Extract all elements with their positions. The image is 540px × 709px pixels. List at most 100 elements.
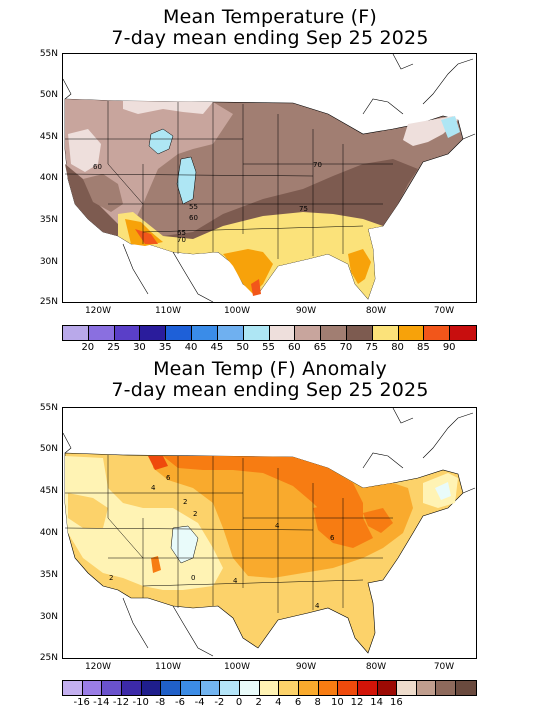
map2-colorbar-label: -4	[194, 697, 205, 708]
map1-colorbar-label: 65	[313, 342, 327, 353]
map2-colorbar-label: 12	[350, 697, 364, 708]
map2-colorbar-swatch	[456, 681, 476, 695]
map2-frame: 6 4 2 4 6 0 2 4 4 2	[62, 407, 477, 659]
map1-colorbar	[62, 325, 477, 341]
map1-colorbar-swatch	[63, 326, 89, 340]
map2-colorbar-swatch	[141, 681, 162, 695]
map2-lat-label: 30N	[39, 612, 58, 622]
map2-colorbar-label: -8	[155, 697, 166, 708]
map2-title-line2: 7-day mean ending Sep 25 2025	[111, 379, 429, 401]
map2-state-borders	[64, 455, 393, 613]
map1-canvas: 60 70 75 55 60 65 70	[63, 54, 476, 302]
map2-colorbar-label: -16	[73, 697, 90, 708]
map1-contour-label: 75	[299, 205, 308, 213]
map2-colorbar-swatch	[397, 681, 417, 695]
map2-contour-label: 4	[275, 522, 280, 530]
map2-colorbar-swatch	[338, 681, 358, 695]
map2-lat-label: 55N	[39, 403, 58, 413]
map1-lon-label: 100W	[223, 306, 251, 316]
map1-zone-85	[135, 229, 158, 244]
map1-colorbar-swatch	[346, 326, 373, 340]
map2-colorbar-swatch	[220, 681, 240, 695]
map2-contour-label: 4	[315, 602, 320, 610]
map2-colorbar-swatch	[279, 681, 299, 695]
map2-colorbar-swatch	[357, 681, 378, 695]
map1-colorbar-swatch	[88, 326, 115, 340]
map1-colorbar-label: 20	[81, 342, 95, 353]
map2-colorbar-label: 8	[314, 697, 321, 708]
map2-colorbar-label: 14	[370, 697, 384, 708]
map2-lat-label: 45N	[39, 486, 58, 496]
map2-lon-label: 70W	[433, 662, 455, 672]
map2-colorbar-swatch	[239, 681, 260, 695]
map1-colorbar-swatch	[243, 326, 270, 340]
map1-lat-label: 35N	[39, 215, 58, 225]
map1-zone-pale	[123, 101, 213, 114]
map2-contour-label: 2	[109, 574, 113, 582]
map2-colorbar-swatch	[200, 681, 221, 695]
map2-colorbar-swatch	[259, 681, 280, 695]
map2-colorbar-swatch	[161, 681, 181, 695]
map2-contour-label: 4	[233, 577, 238, 585]
map1-lat-label: 55N	[39, 49, 58, 59]
map2-colorbar-swatch	[82, 681, 103, 695]
map2-colorbar-swatch	[63, 681, 83, 695]
map1-cold-spot-rockies	[148, 128, 174, 155]
map2-contour-label: 6	[166, 474, 171, 482]
map1-colorbar-swatch	[398, 326, 425, 340]
map1-title-line1: Mean Temperature (F)	[163, 6, 377, 28]
map2-lon-label: 80W	[365, 662, 387, 672]
map2-lat-label: 40N	[39, 528, 58, 538]
map1-colorbar-label: 85	[417, 342, 430, 353]
map1-colorbar-label: 80	[391, 342, 404, 353]
map1-lon-label: 90W	[295, 306, 317, 316]
map1-lat-label: 45N	[39, 132, 58, 142]
map1-lat-label: 25N	[39, 297, 58, 307]
map1-colorbar-swatch	[140, 326, 167, 340]
map1-colorbar-label: 75	[365, 342, 379, 353]
map1-colorbar-label: 55	[262, 342, 275, 353]
map2-lat-label: 35N	[39, 570, 58, 580]
map2-colorbar-label: 6	[294, 697, 302, 708]
map2-contour-label: 0	[191, 574, 195, 582]
map2-lon-label: 100W	[223, 662, 251, 672]
map2-colorbar-label: 10	[330, 697, 344, 708]
map2-lat-label: 25N	[39, 653, 58, 663]
map1-colorbar-label: 25	[107, 342, 120, 353]
map1-lat-label: 40N	[39, 173, 58, 183]
map1-colorbar-label: 45	[210, 342, 224, 353]
map2-colorbar-swatch	[318, 681, 339, 695]
map2-title-line1: Mean Temp (F) Anomaly	[153, 358, 387, 380]
map2-contour-label: 4	[151, 484, 156, 492]
map1-colorbar-label: 60	[287, 342, 301, 353]
map1-lon-label: 70W	[433, 306, 455, 316]
map1-colorbar-swatch	[269, 326, 296, 340]
map2-colorbar-label: -2	[214, 697, 225, 708]
map1-colorbar-swatch	[192, 326, 218, 340]
map2-canvas: 6 4 2 4 6 0 2 4 4 2	[63, 408, 476, 657]
map1-contour-label: 60	[189, 214, 198, 222]
map2-colorbar-swatch	[180, 681, 201, 695]
map2-colorbar-swatch	[298, 681, 319, 695]
map1-lon-label: 110W	[154, 306, 182, 316]
map2-zone-8	[163, 456, 363, 533]
map1-contour-label: 70	[313, 161, 322, 169]
map1-contour-label: 55	[189, 203, 198, 211]
map2-colorbar-label: 2	[255, 697, 262, 708]
map1-lat-label: 50N	[39, 90, 58, 100]
map2-colorbar-label: 4	[275, 697, 282, 708]
map2-colorbar-label: 16	[389, 697, 403, 708]
map1-lat-label: 30N	[39, 257, 58, 267]
map2-lon-label: 90W	[295, 662, 317, 672]
map1-colorbar-label: 40	[184, 342, 198, 353]
map1-frame: 60 70 75 55 60 65 70	[62, 53, 477, 303]
map1-colorbar-label: 90	[442, 342, 456, 353]
map2-lon-label: 120W	[84, 662, 112, 672]
map1-colorbar-swatch	[114, 326, 141, 340]
map1-colorbar-swatch	[321, 326, 347, 340]
map1-colorbar-label: 30	[133, 342, 146, 353]
map2-zone-10	[148, 456, 168, 470]
map2-colorbar	[62, 680, 477, 696]
map1-colorbar-swatch	[295, 326, 322, 340]
map1-lon-label: 80W	[365, 306, 387, 316]
